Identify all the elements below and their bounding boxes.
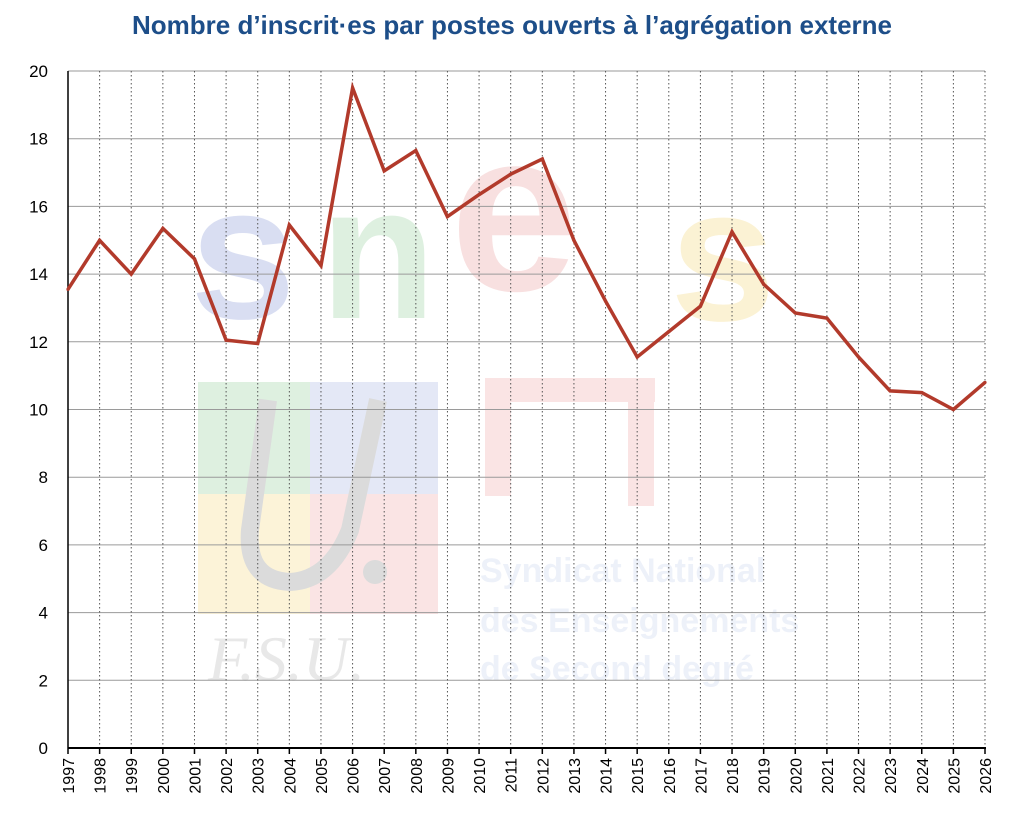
watermark-org-line-2: des Enseignements bbox=[480, 602, 799, 640]
x-tick-label: 2015 bbox=[630, 758, 647, 794]
data-point bbox=[350, 86, 355, 90]
x-tick-label: 2012 bbox=[535, 758, 552, 794]
watermark-letter-s1: s bbox=[190, 147, 296, 359]
x-tick-label: 1997 bbox=[61, 758, 78, 794]
chart-title: Nombre d’inscrit·es par postes ouverts à… bbox=[131, 10, 892, 40]
x-axis-tick-labels: 1997 1998 1999 2000 2001 2002 2003 2004 2005 2006… bbox=[61, 758, 995, 794]
x-tick-label: 1999 bbox=[124, 758, 141, 794]
data-point bbox=[825, 316, 829, 320]
watermark-bar-right bbox=[628, 378, 654, 506]
data-point bbox=[698, 304, 703, 308]
x-tick-label: 2002 bbox=[219, 758, 236, 794]
x-tick-label: 2007 bbox=[377, 758, 394, 794]
x-tick-label: 2005 bbox=[314, 758, 331, 794]
data-point bbox=[856, 355, 861, 359]
x-tick-label: 2016 bbox=[662, 758, 679, 794]
watermark-fsu-text: F.S.U. bbox=[207, 623, 365, 694]
y-tick-label: 2 bbox=[39, 671, 48, 690]
y-tick-label: 6 bbox=[39, 536, 48, 555]
data-point bbox=[793, 311, 797, 315]
x-tick-label: 2011 bbox=[504, 758, 521, 793]
y-tick-label: 12 bbox=[29, 333, 48, 352]
data-point bbox=[920, 390, 924, 395]
data-point bbox=[667, 330, 671, 334]
data-point bbox=[951, 407, 955, 412]
x-tick-label: 2018 bbox=[725, 758, 742, 794]
axes bbox=[67, 71, 986, 754]
data-point bbox=[224, 338, 228, 342]
x-tick-label: 2013 bbox=[567, 758, 584, 794]
data-point bbox=[98, 238, 102, 242]
x-tick-label: 2026 bbox=[978, 758, 995, 794]
x-tick-label: 2025 bbox=[946, 758, 963, 794]
y-tick-label: 14 bbox=[29, 265, 48, 284]
data-point bbox=[540, 157, 544, 161]
y-tick-label: 0 bbox=[39, 739, 48, 758]
data-point bbox=[192, 257, 197, 261]
x-tick-label: 2008 bbox=[409, 758, 426, 794]
x-tick-label: 2021 bbox=[820, 758, 837, 794]
horizontal-gridlines bbox=[68, 70, 985, 681]
y-tick-label: 10 bbox=[29, 401, 48, 420]
y-tick-label: 20 bbox=[29, 62, 48, 81]
x-tick-label: 2003 bbox=[251, 758, 268, 794]
x-tick-label: 2017 bbox=[693, 758, 710, 794]
x-tick-label: 2019 bbox=[757, 758, 774, 794]
x-tick-label: 2020 bbox=[788, 758, 805, 794]
y-tick-label: 18 bbox=[29, 130, 48, 149]
data-point bbox=[983, 380, 987, 385]
data-point bbox=[382, 169, 386, 173]
y-tick-label: 16 bbox=[29, 197, 48, 216]
data-point bbox=[256, 341, 260, 346]
x-tick-label: 2000 bbox=[156, 758, 173, 794]
watermark-org-line-1: Syndicat National bbox=[480, 552, 765, 590]
x-tick-label: 2024 bbox=[915, 758, 932, 794]
data-point bbox=[161, 226, 165, 231]
watermark-letter-e: e bbox=[450, 82, 578, 339]
snes-fsu-watermark-logo: s n e s F.S.U. Syndicat National des Ens… bbox=[190, 82, 799, 694]
y-axis-tick-labels: 0 2 4 6 8 10 12 14 16 18 20 bbox=[29, 62, 48, 758]
data-point bbox=[414, 148, 418, 153]
x-tick-label: 2009 bbox=[440, 758, 457, 794]
series-line bbox=[66, 81, 987, 412]
watermark-bar-left bbox=[485, 378, 511, 496]
data-point bbox=[129, 272, 133, 276]
y-tick-label: 8 bbox=[39, 468, 48, 487]
x-tick-label: 2001 bbox=[187, 758, 204, 794]
data-point bbox=[319, 264, 323, 268]
x-tick-label: 2014 bbox=[599, 758, 616, 794]
watermark-u-shape bbox=[240, 398, 387, 592]
data-point bbox=[445, 214, 450, 219]
data-point bbox=[762, 282, 766, 286]
x-tick-label: 2004 bbox=[282, 758, 299, 794]
data-point bbox=[287, 223, 291, 227]
x-tick-label: 2023 bbox=[883, 758, 900, 794]
x-tick-label: 2022 bbox=[852, 758, 869, 794]
x-tick-label: 1998 bbox=[93, 758, 110, 794]
data-point bbox=[888, 389, 892, 393]
x-tick-label: 2010 bbox=[472, 758, 489, 794]
vertical-gridlines bbox=[67, 71, 986, 748]
x-tick-label: 2006 bbox=[346, 758, 363, 794]
watermark-dot bbox=[363, 560, 387, 584]
watermark-org-line-3: de Second degré bbox=[480, 650, 754, 688]
watermark-bar-top bbox=[485, 378, 655, 402]
data-point bbox=[572, 238, 576, 242]
data-point bbox=[603, 299, 608, 303]
watermark-letter-n: n bbox=[320, 147, 436, 359]
data-point bbox=[477, 192, 481, 197]
data-point bbox=[66, 287, 70, 291]
y-tick-label: 4 bbox=[39, 604, 48, 623]
data-point bbox=[635, 355, 639, 359]
data-point bbox=[509, 172, 513, 176]
series-line-group bbox=[66, 81, 987, 412]
data-point bbox=[730, 230, 734, 234]
